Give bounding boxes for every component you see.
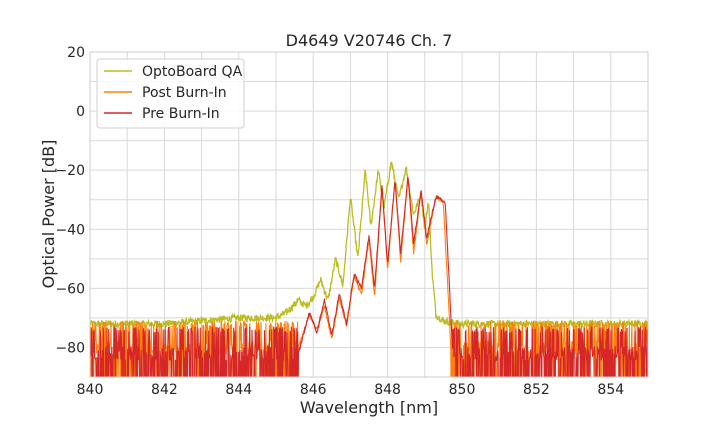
y-tick-label: 20 bbox=[67, 45, 85, 61]
x-axis-label: Wavelength [nm] bbox=[300, 398, 438, 417]
x-tick-label: 842 bbox=[151, 382, 178, 398]
y-tick-label: −20 bbox=[55, 163, 85, 179]
x-tick-labels: 840 842 844 846 848 850 852 854 bbox=[77, 382, 625, 398]
x-tick-label: 850 bbox=[449, 382, 476, 398]
x-tick-label: 854 bbox=[597, 382, 624, 398]
series-layer bbox=[90, 161, 648, 377]
legend-label-optoboard-qa: OptoBoard QA bbox=[142, 64, 243, 80]
y-tick-label: −80 bbox=[55, 340, 85, 356]
plot-frame bbox=[89, 51, 649, 378]
legend-box bbox=[96, 58, 245, 129]
x-tick-label: 846 bbox=[300, 382, 327, 398]
y-tick-labels: −80 −60 −40 −20 0 20 bbox=[55, 45, 85, 356]
x-tick-label: 844 bbox=[225, 382, 252, 398]
x-tick-label: 852 bbox=[523, 382, 550, 398]
x-tick-label: 848 bbox=[374, 382, 401, 398]
y-tick-label: −60 bbox=[55, 281, 85, 297]
series-line-optoboard-qa bbox=[90, 161, 648, 330]
y-axis-label: Optical Power [dB] bbox=[39, 140, 58, 289]
x-tick-label: 840 bbox=[77, 382, 104, 398]
y-tick-label: −40 bbox=[55, 222, 85, 238]
chart-title: D4649 V20746 Ch. 7 bbox=[286, 31, 453, 50]
legend: OptoBoard QA Post Burn-In Pre Burn-In bbox=[96, 58, 245, 129]
series-line-pre-burn-in bbox=[90, 177, 648, 377]
legend-label-post-burn-in: Post Burn-In bbox=[142, 85, 227, 101]
y-tick-label: 0 bbox=[76, 104, 85, 120]
legend-label-pre-burn-in: Pre Burn-In bbox=[142, 106, 220, 122]
